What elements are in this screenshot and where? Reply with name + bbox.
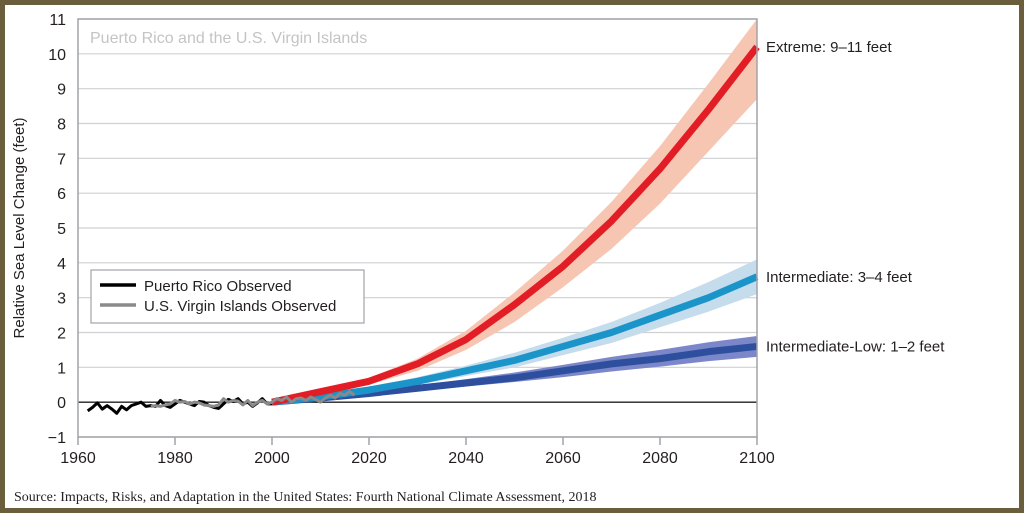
x-tick-label: 1980 xyxy=(157,450,193,467)
y-tick-label: 5 xyxy=(57,221,66,238)
plot-border xyxy=(77,18,758,438)
y-tick-label: 11 xyxy=(49,12,66,29)
y-tick-label: 10 xyxy=(48,47,66,64)
scenario-label: Intermediate: 3–4 feet xyxy=(766,269,913,286)
y-tick-label: 6 xyxy=(57,186,66,203)
scenario-band xyxy=(272,19,757,403)
scenario-band xyxy=(272,335,757,403)
x-tick-label: 2060 xyxy=(545,450,581,467)
x-tick-label: 2020 xyxy=(351,450,387,467)
y-tick-label: 9 xyxy=(57,82,66,99)
y-axis-label: Relative Sea Level Change (feet) xyxy=(11,118,28,339)
legend-label-puerto-rico: Puerto Rico Observed xyxy=(144,278,292,295)
scenario-labels: Extreme: 9–11 feet Intermediate: 3–4 feet… xyxy=(766,39,945,356)
scenario-label: Intermediate-Low: 1–2 feet xyxy=(766,338,945,355)
x-tick-label: 2100 xyxy=(739,450,775,467)
y-tick-label: 0 xyxy=(57,395,66,412)
scenario-line xyxy=(271,44,760,406)
scenario-label: Extreme: 9–11 feet xyxy=(766,39,892,56)
grid-lines xyxy=(78,18,757,438)
chart-title: Puerto Rico and the U.S. Virgin Islands xyxy=(90,30,367,47)
y-tick-label: 1 xyxy=(57,360,66,377)
legend-label-virgin-islands: U.S. Virgin Islands Observed xyxy=(144,298,336,315)
y-tick-label: 7 xyxy=(57,151,66,168)
source-note: Source: Impacts, Risks, and Adaptation i… xyxy=(14,490,597,505)
x-tick-label: 1960 xyxy=(60,450,96,467)
x-ticks: 1960 1980 2000 2020 2040 2060 2080 2100 xyxy=(60,437,775,467)
y-tick-label: 3 xyxy=(57,291,66,308)
x-tick-label: 2040 xyxy=(448,450,484,467)
scenario-bands xyxy=(272,19,757,403)
legend: Puerto Rico Observed U.S. Virgin Islands… xyxy=(90,269,365,324)
y-tick-label: −1 xyxy=(48,430,66,447)
observed-line xyxy=(150,390,356,408)
y-tick-label: 8 xyxy=(57,117,66,134)
x-tick-label: 2080 xyxy=(642,450,678,467)
x-tick-label: 2000 xyxy=(254,450,290,467)
y-tick-label: 4 xyxy=(57,256,66,273)
y-tick-label: 2 xyxy=(57,326,66,343)
legend-box xyxy=(90,269,365,324)
observed-lines xyxy=(86,390,356,415)
y-ticks: −1 0 1 2 3 4 5 6 7 8 9 10 11 xyxy=(48,12,66,447)
